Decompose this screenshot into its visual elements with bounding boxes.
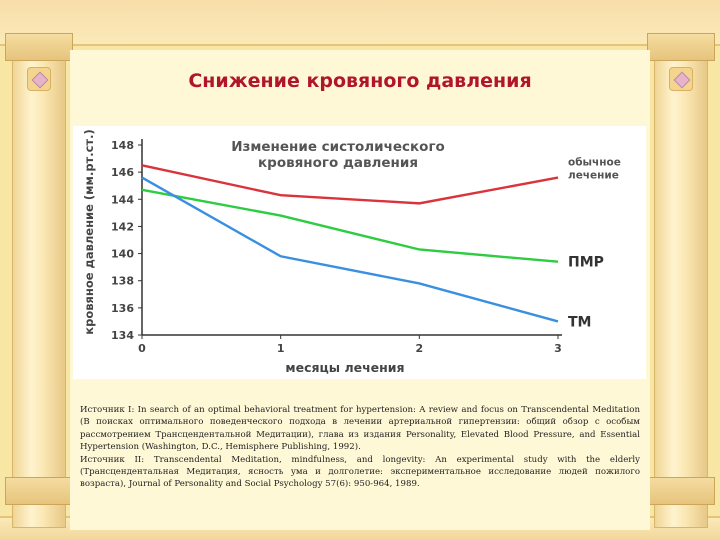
x-tick-label: 0 <box>138 342 146 355</box>
chart-title-line: кровяного давления <box>258 155 418 171</box>
source-2-text: Источник II: Transcendental Meditation, … <box>80 454 640 490</box>
source-1-text: Источник I: In search of an optimal beha… <box>80 405 640 453</box>
left-pillar-cap <box>5 33 73 61</box>
x-tick-label: 3 <box>554 342 562 355</box>
y-tick-label: 140 <box>111 248 134 261</box>
y-tick-label: 146 <box>111 166 134 179</box>
ornament-icon <box>27 67 51 91</box>
y-tick-label: 144 <box>111 193 134 206</box>
series-label: обычное <box>568 157 621 169</box>
chart-title-line: Изменение систолического <box>231 139 445 155</box>
slide-title: Снижение кровяного давления <box>188 70 532 92</box>
series-line-2 <box>141 188 559 263</box>
y-tick-label: 138 <box>111 275 134 288</box>
chart-container: 134 136 138 140 142 144 146 148 0 1 2 3 месяцы лечен… <box>73 126 646 379</box>
series-line-1 <box>141 164 559 205</box>
y-axis-label: кровяное давление (мм.рт.ст.) <box>82 129 96 334</box>
ornament-icon <box>669 67 693 91</box>
x-axis-label: месяцы лечения <box>285 360 404 375</box>
right-pillar <box>647 33 715 528</box>
y-tick-label: 142 <box>111 220 134 233</box>
y-tick-label: 136 <box>111 302 134 315</box>
blood-pressure-chart: 134 136 138 140 142 144 146 148 0 1 2 3 месяцы лечен… <box>82 129 621 375</box>
right-pillar-cap <box>647 33 715 61</box>
series-label: ПМР <box>568 255 604 271</box>
x-tick-label: 2 <box>416 342 424 355</box>
left-pillar <box>5 33 73 528</box>
series-label: ТМ <box>568 314 591 330</box>
series-label: лечение <box>568 170 619 182</box>
sources-caption: Источник I: In search of an optimal beha… <box>80 404 640 491</box>
y-tick-label: 134 <box>111 329 134 342</box>
y-tick-label: 148 <box>111 139 134 152</box>
right-pillar-base <box>647 477 715 505</box>
frame-top-border <box>0 0 720 46</box>
series-line-3 <box>141 176 559 323</box>
left-pillar-base <box>5 477 73 505</box>
x-tick-label: 1 <box>277 342 285 355</box>
